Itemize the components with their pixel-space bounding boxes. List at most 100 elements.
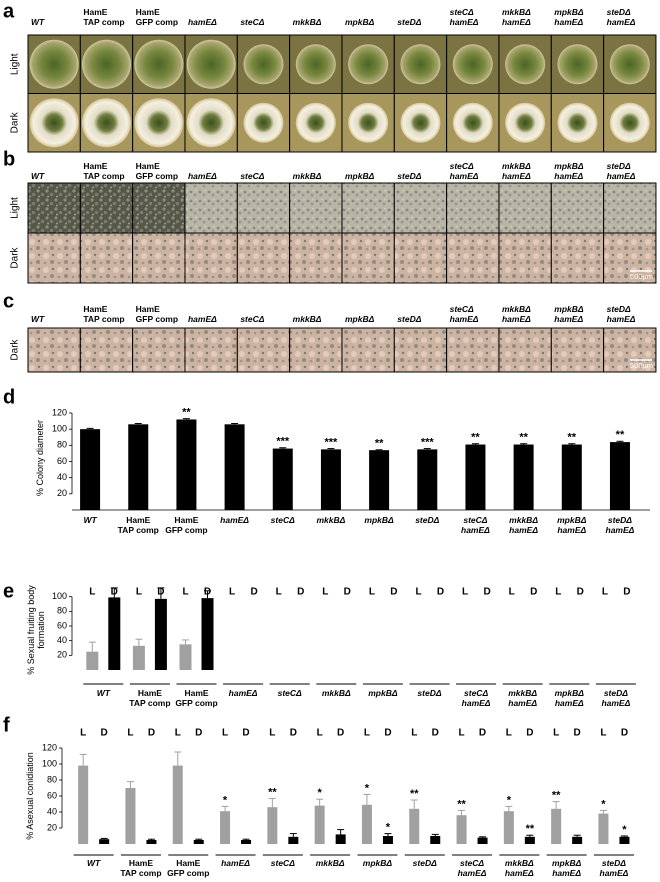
colony	[29, 39, 79, 89]
colony	[557, 44, 598, 85]
strain-header: steCΔ hamEΔ	[449, 304, 479, 324]
significance-label: *	[386, 822, 391, 834]
micrograph	[184, 328, 238, 372]
strain-header: steDΔ hamEΔ	[606, 304, 636, 324]
significance-label: **	[519, 432, 528, 444]
colony	[186, 98, 236, 148]
bar	[572, 836, 583, 844]
series-label: L	[229, 587, 235, 598]
significance-label: *	[601, 798, 606, 810]
series-label: D	[242, 728, 249, 739]
strain-header: steCΔ hamEΔ	[449, 7, 479, 27]
row-label: Light	[10, 53, 21, 75]
strain-header: steCΔ	[240, 314, 265, 324]
strain-header: steDΔ	[397, 171, 422, 181]
strain-header: HamE TAP comp	[83, 304, 125, 324]
strain-header: mpkBΔ	[344, 17, 375, 27]
series-label: D	[297, 587, 304, 598]
micrograph	[132, 233, 185, 283]
series-label: L	[89, 587, 95, 598]
colony	[243, 102, 284, 143]
strain-header: steCΔ hamEΔ	[449, 161, 479, 181]
x-tick-label: steDΔ	[415, 515, 440, 525]
strain-header: steDΔ hamEΔ	[606, 7, 636, 27]
strain-header: mpkBΔ hamEΔ	[554, 304, 584, 324]
bar	[430, 836, 441, 844]
y-tick-label: 60	[47, 790, 57, 800]
series-label: D	[574, 728, 581, 739]
x-tick-label: mkkBΔ hamEΔ	[504, 858, 534, 878]
x-tick-label: mkkBΔ	[316, 515, 346, 525]
series-label: D	[148, 728, 155, 739]
colony	[452, 44, 493, 85]
colony	[295, 102, 336, 143]
x-tick-label: steCΔ	[270, 515, 295, 525]
significance-label: **	[471, 432, 480, 444]
row-label: Dark	[10, 338, 21, 360]
micrograph	[237, 183, 290, 233]
significance-label: *	[507, 794, 512, 806]
bar	[477, 837, 488, 844]
x-tick-label: WT	[96, 688, 110, 698]
colony	[609, 102, 650, 143]
bar	[417, 449, 438, 510]
series-label: L	[322, 587, 328, 598]
colony	[29, 98, 79, 148]
series-label: D	[157, 587, 164, 598]
y-tick-label: 120	[52, 407, 67, 417]
series-label: L	[600, 728, 606, 739]
bar	[201, 598, 214, 670]
significance-label: **	[182, 407, 191, 419]
bar	[314, 805, 325, 844]
x-tick-label: steCΔ	[270, 858, 295, 868]
y-tick-label: 80	[57, 440, 67, 450]
colony	[186, 39, 236, 89]
micrograph	[237, 328, 290, 372]
bar	[465, 444, 486, 510]
series-label: L	[269, 728, 275, 739]
bar	[86, 651, 99, 670]
series-label: L	[182, 587, 188, 598]
micrograph	[498, 183, 552, 233]
panel-label: a	[3, 0, 15, 22]
y-axis-label: % Asexual conidiation	[25, 752, 35, 840]
series-label: L	[555, 587, 561, 598]
significance-label: *	[318, 787, 323, 799]
x-tick-label: steCΔ hamEΔ	[461, 515, 490, 535]
series-label: D	[577, 587, 584, 598]
micrograph	[28, 233, 81, 283]
x-tick-label: WT	[87, 858, 101, 868]
colony	[505, 102, 546, 143]
significance-label: ***	[325, 436, 339, 448]
significance-label: **	[375, 438, 384, 450]
micrograph	[80, 328, 133, 372]
bar	[220, 811, 231, 844]
colony	[348, 44, 389, 85]
panel-label: e	[3, 580, 14, 602]
strain-header: HamE TAP comp	[83, 7, 125, 27]
x-tick-label: HamE GFP comp	[165, 515, 208, 535]
micrograph	[341, 328, 395, 372]
bar	[382, 836, 393, 844]
micrograph	[341, 233, 395, 283]
strain-header: mkkBΔ	[292, 171, 322, 181]
strain-header: mpkBΔ hamEΔ	[554, 161, 584, 181]
significance-label: *	[365, 782, 370, 794]
x-tick-label: WT	[83, 515, 97, 525]
bar	[320, 449, 341, 510]
y-tick-label: 100	[52, 424, 67, 434]
x-tick-label: HamE TAP comp	[117, 515, 159, 535]
series-label: D	[204, 587, 211, 598]
significance-label: **	[457, 798, 466, 810]
x-tick-label: steCΔ hamEΔ	[461, 688, 491, 708]
series-label: D	[479, 728, 486, 739]
x-tick-label: steDΔ hamEΔ	[605, 515, 635, 535]
strain-header: mkkBΔ hamEΔ	[501, 7, 531, 27]
x-tick-label: steDΔ	[412, 858, 437, 868]
bar	[108, 597, 121, 670]
bar	[179, 644, 192, 670]
strain-header: mpkBΔ	[344, 171, 375, 181]
colony	[81, 39, 131, 89]
colony	[134, 39, 184, 89]
